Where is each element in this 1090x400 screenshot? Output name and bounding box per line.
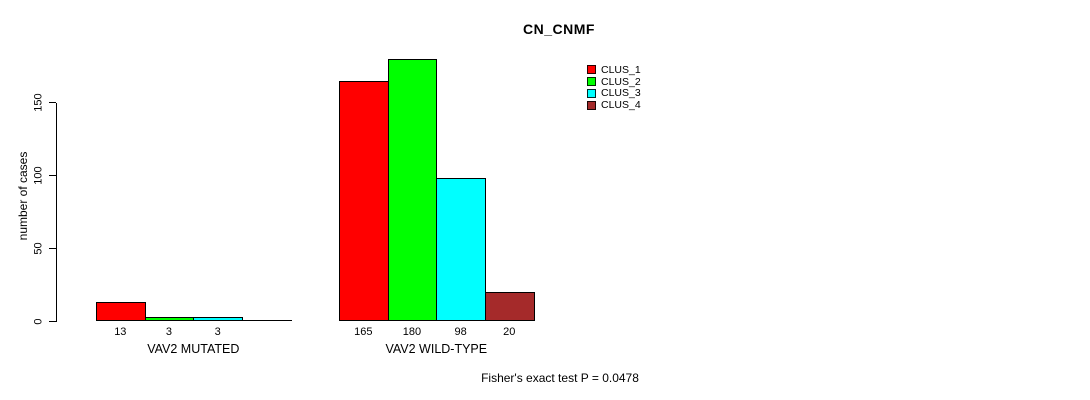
y-tick-mark xyxy=(49,102,56,104)
bar-count-label: 98 xyxy=(454,326,467,338)
bar-count-label: 180 xyxy=(402,326,422,338)
legend-swatch-icon xyxy=(587,77,596,87)
bar-clus_1-vav2-mutated xyxy=(96,302,146,321)
y-tick-mark xyxy=(49,247,56,249)
legend-swatch-icon xyxy=(587,65,596,75)
legend-label: CLUS_4 xyxy=(601,99,641,112)
bar-clus_3-vav2-wild-type xyxy=(436,178,486,321)
x-category-label: VAV2 WILD-TYPE xyxy=(385,342,488,356)
bar-clus_4-vav2-mutated-zero xyxy=(242,320,292,321)
legend-label: CLUS_2 xyxy=(601,75,641,88)
y-tick-label: 50 xyxy=(32,242,45,255)
chart-title: CN_CNMF xyxy=(523,21,595,37)
legend-swatch-icon xyxy=(587,101,596,111)
legend: CLUS_1 CLUS_2 CLUS_3 CLUS_4 xyxy=(587,64,641,112)
bar-count-label: 20 xyxy=(503,326,516,338)
legend-label: CLUS_1 xyxy=(601,63,641,76)
legend-swatch-icon xyxy=(587,89,596,99)
bar-count-label: 3 xyxy=(214,326,221,338)
y-tick-label: 100 xyxy=(32,166,45,185)
legend-item-clus_4: CLUS_4 xyxy=(587,100,641,112)
y-tick-mark xyxy=(49,320,56,322)
legend-item-clus_2: CLUS_2 xyxy=(587,76,641,88)
legend-item-clus_1: CLUS_1 xyxy=(587,64,641,76)
x-category-label: VAV2 MUTATED xyxy=(147,342,240,356)
legend-label: CLUS_3 xyxy=(601,87,641,100)
legend-item-clus_3: CLUS_3 xyxy=(587,88,641,100)
y-tick-label: 150 xyxy=(32,93,45,112)
y-axis-label: number of cases xyxy=(16,151,30,241)
bar-clus_2-vav2-mutated xyxy=(145,317,194,321)
bar-clus_1-vav2-wild-type xyxy=(339,81,389,321)
y-tick-label: 0 xyxy=(32,317,45,325)
bar-count-label: 3 xyxy=(165,326,173,338)
bar-clus_4-vav2-wild-type xyxy=(485,292,535,321)
y-axis-line xyxy=(56,102,57,322)
fisher-test-annotation: Fisher's exact test P = 0.0478 xyxy=(481,371,639,385)
bar-clus_2-vav2-wild-type xyxy=(388,59,437,321)
bar-count-label: 165 xyxy=(354,326,373,338)
bar-count-label: 13 xyxy=(114,326,127,338)
y-tick-mark xyxy=(49,175,56,177)
bar-clus_3-vav2-mutated xyxy=(193,317,243,321)
